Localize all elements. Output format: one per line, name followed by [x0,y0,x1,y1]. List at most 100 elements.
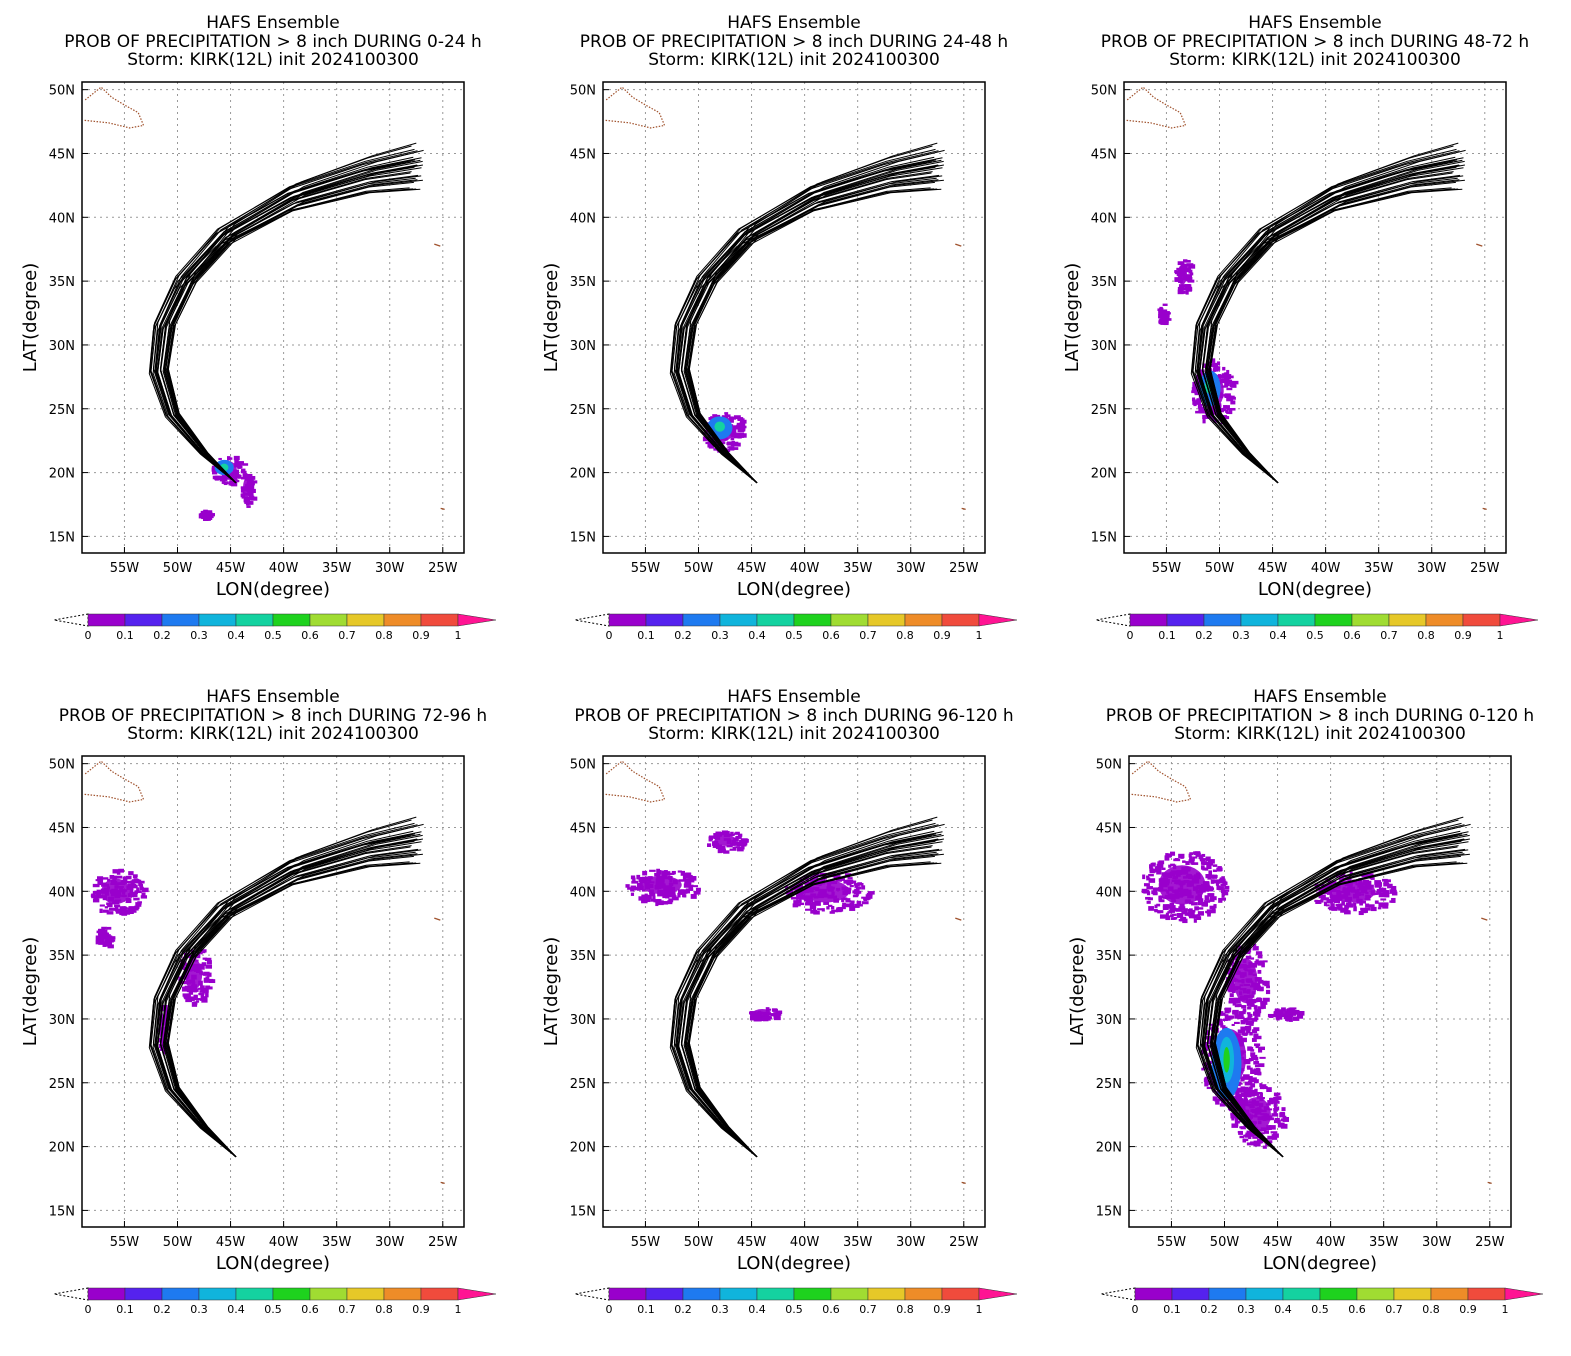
prob-cell [1165,912,1169,917]
colorbar-swatch [420,613,459,627]
prob-cell [731,428,737,434]
y-axis-label: LAT(degree) [1067,937,1088,1046]
prob-cell [1250,1052,1256,1057]
prob-cell [1347,903,1354,908]
prob-cell [1235,1087,1241,1092]
prob-cell [1267,1140,1273,1144]
prob-cell [775,1010,783,1014]
colorbar-swatch [87,613,126,627]
x-tick-label: 30W [1422,1235,1452,1250]
prob-cell [713,833,719,838]
ensemble-track [154,840,415,1158]
prob-cell [756,1017,762,1022]
prob-cell [101,926,107,930]
ensemble-track [675,840,936,1158]
prob-cell [682,893,686,898]
prob-cell [163,1008,168,1013]
prob-area [98,930,108,942]
prob-cell [727,833,732,836]
prob-cell [1285,1018,1292,1021]
coastline [84,86,145,129]
prob-cell [1146,886,1153,890]
prob-cell [749,1016,756,1021]
prob-cell [186,955,192,959]
prob-cell [1181,910,1188,915]
prob-cell [1390,885,1397,891]
prob-cell [1164,856,1170,861]
prob-cell [1170,851,1176,856]
colorbar-tick-label: 0.6 [822,1303,840,1316]
prob-cell [1163,311,1170,315]
prob-cell [237,474,241,479]
colorbar-tick-label: 0.5 [1311,1303,1329,1316]
prob-cell [838,906,843,912]
prob-cell [1259,988,1264,992]
prob-cell [133,897,140,901]
x-tick-label: 55W [110,561,140,576]
prob-cell [1152,887,1160,891]
prob-cell [1258,1046,1266,1051]
prob-cell [250,476,256,480]
x-tick-label: 25W [949,561,979,576]
colorbar-swatch [1134,1287,1173,1301]
prob-cell [1226,396,1232,401]
prob-cell [1227,1015,1235,1019]
prob-cell [1208,874,1215,879]
prob-cell [1259,1132,1265,1135]
prob-cell [125,898,132,904]
prob-cell [241,496,248,499]
prob-cell [1266,985,1270,989]
prob-cell [656,868,661,873]
prob-cell [1218,897,1223,903]
ensemble-track [688,175,943,484]
y-tick-label: 15N [49,530,75,545]
prob-cell [719,848,726,853]
ensemble-track [166,164,418,484]
prob-cell [1238,1104,1246,1110]
x-tick-label: 40W [790,561,820,576]
prob-cell [1248,1000,1253,1005]
y-tick-label: 30N [1096,1013,1122,1028]
colorbar-tick-label: 0.9 [412,629,430,642]
prob-cell [1162,303,1168,306]
prob-cell [860,882,864,886]
prob-cell [690,894,697,899]
colorbar-tick-label: 0.3 [711,629,729,642]
prob-cell [1226,369,1230,375]
prob-cell [690,884,694,887]
prob-cell [711,835,716,839]
colorbar-swatch [346,613,385,627]
prob-cell [1234,1117,1239,1123]
island-azores [1476,243,1483,247]
x-tick-label: 50W [1205,561,1235,576]
ensemble-track [162,179,418,484]
prob-cell [1187,279,1195,283]
prob-cell [1206,1086,1213,1090]
prob-cell [855,886,862,890]
prob-cell [710,416,714,421]
prob-cell [827,904,833,907]
prob-cell [1221,385,1229,388]
prob-cell [678,879,684,882]
prob-cell [1198,407,1205,412]
prob-cell [1382,902,1389,906]
prob-cell [130,894,134,898]
prob-cell [185,998,193,1003]
prob-cell [637,885,643,891]
colorbar-swatch [830,1287,869,1301]
prob-cell [1247,1006,1251,1010]
prob-cell [1180,916,1187,922]
prob-area [1223,1047,1230,1073]
prob-cell [834,873,841,878]
prob-cell [1204,901,1209,907]
prob-cell [637,877,643,880]
prob-cell [102,944,107,947]
prob-cell [1147,897,1153,901]
prob-cell [99,904,105,907]
colorbar-tick-label: 0.3 [190,629,208,642]
y-tick-label: 30N [570,339,596,354]
colorbar-over [978,613,1018,627]
prob-cell [1254,960,1258,964]
prob-cell [1219,1018,1223,1024]
